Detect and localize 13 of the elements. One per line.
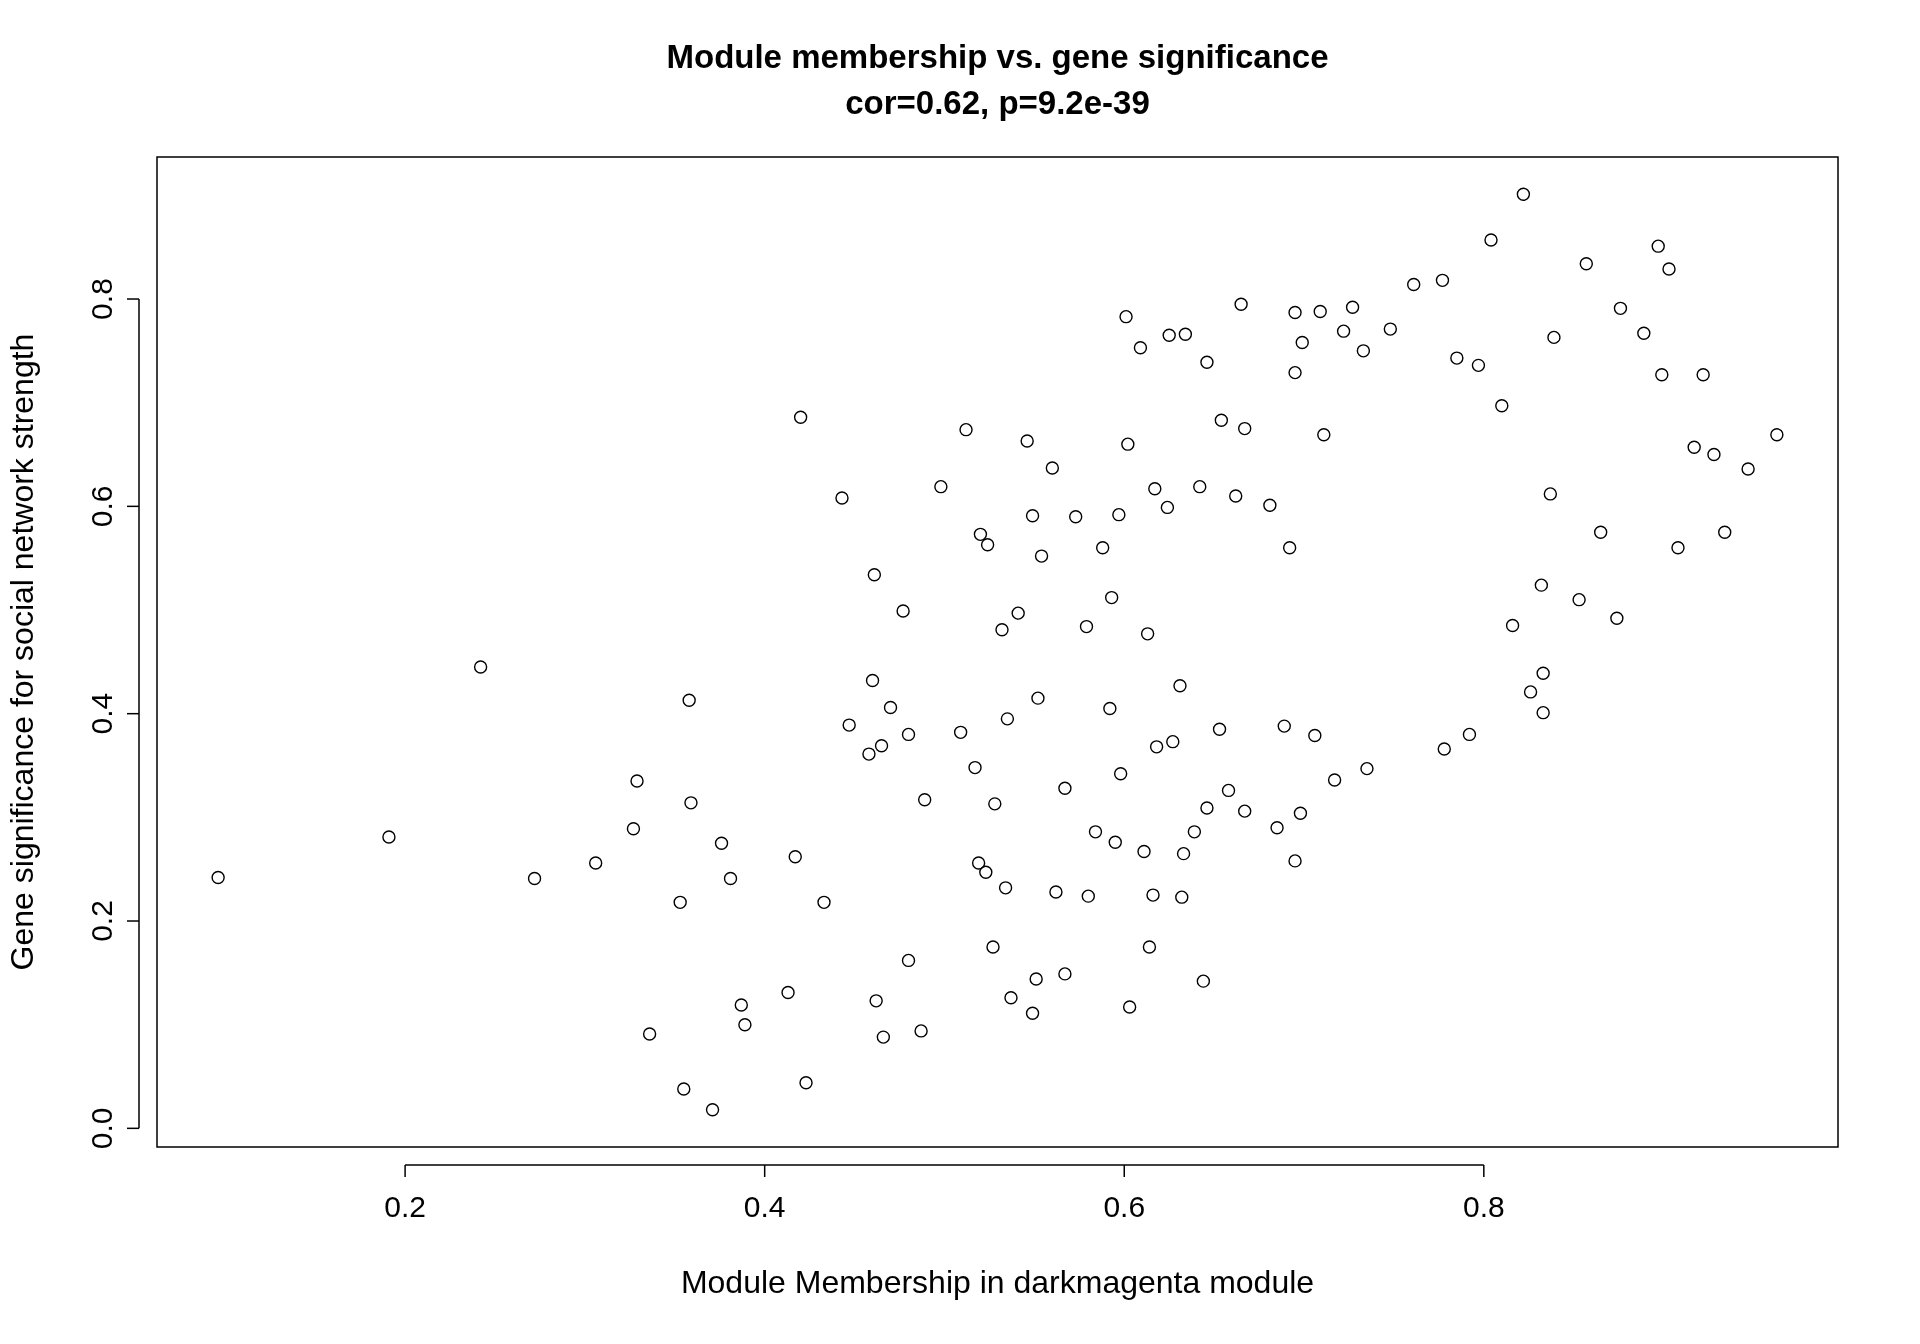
x-axis-title: Module Membership in darkmagenta module xyxy=(680,1264,1315,1300)
x-tick-label: 0.2 xyxy=(384,1190,426,1223)
chart-title: Module membership vs. gene significance xyxy=(666,38,1329,75)
y-axis-title: Gene significance for social network strength xyxy=(4,333,40,971)
y-tick-label: 0.6 xyxy=(85,485,118,528)
x-tick-label: 0.8 xyxy=(1462,1190,1505,1223)
x-tick-label: 0.4 xyxy=(743,1190,786,1223)
y-tick-label: 0.2 xyxy=(85,900,118,942)
y-tick-label: 0.8 xyxy=(85,278,118,320)
chart-subtitle: cor=0.62, p=9.2e-39 xyxy=(845,84,1150,121)
x-tick-label: 0.6 xyxy=(1103,1190,1146,1223)
y-tick-label: 0.0 xyxy=(85,1107,118,1150)
y-tick-label: 0.4 xyxy=(85,692,118,735)
